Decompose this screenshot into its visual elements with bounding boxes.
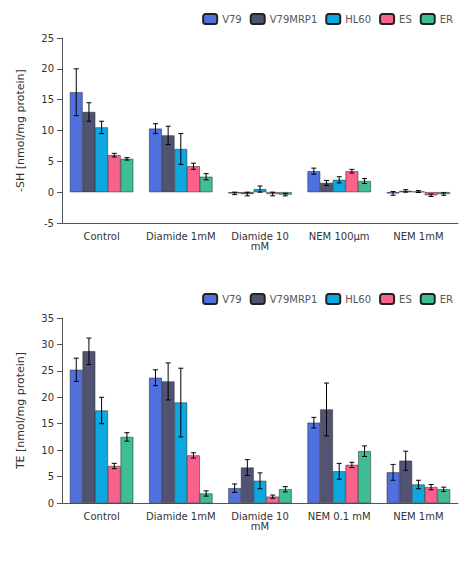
svg-text:10: 10	[41, 445, 54, 456]
svg-text:0: 0	[48, 498, 54, 509]
svg-text:NEM 1mM: NEM 1mM	[393, 511, 443, 522]
svg-text:5: 5	[48, 156, 54, 167]
svg-text:V79: V79	[222, 294, 242, 305]
svg-text:Control: Control	[84, 511, 120, 522]
svg-text:NEM 100μm: NEM 100μm	[309, 231, 370, 242]
svg-text:ES: ES	[399, 14, 412, 25]
svg-text:Diamide 1mM: Diamide 1mM	[146, 231, 216, 242]
svg-text:25: 25	[41, 365, 54, 376]
svg-text:Diamide 1mM: Diamide 1mM	[146, 511, 216, 522]
svg-text:35: 35	[41, 313, 54, 324]
svg-text:NEM 0.1 mM: NEM 0.1 mM	[308, 511, 371, 522]
svg-text:-5: -5	[44, 218, 54, 229]
svg-text:HL60: HL60	[345, 14, 371, 25]
svg-text:30: 30	[41, 339, 54, 350]
svg-text:NEM 1mM: NEM 1mM	[393, 231, 443, 242]
svg-text:V79: V79	[222, 14, 242, 25]
svg-text:ER: ER	[440, 294, 453, 305]
svg-text:Diamide 10: Diamide 10	[231, 230, 289, 242]
svg-text:V79MRP1: V79MRP1	[270, 14, 318, 25]
svg-text:10: 10	[41, 125, 54, 136]
svg-text:15: 15	[41, 94, 54, 105]
svg-text:ER: ER	[440, 14, 453, 25]
svg-text:20: 20	[41, 392, 54, 403]
svg-text:Control: Control	[84, 231, 120, 242]
svg-text:15: 15	[41, 418, 54, 429]
svg-text:ES: ES	[399, 294, 412, 305]
svg-text:20: 20	[41, 63, 54, 74]
svg-text:Diamide 10: Diamide 10	[231, 510, 289, 522]
svg-text:mM: mM	[251, 521, 269, 532]
svg-text:-SH [nmol/mg protein]: -SH [nmol/mg protein]	[14, 69, 27, 192]
svg-text:25: 25	[41, 33, 54, 44]
svg-text:TE [nmol/mg protein]: TE [nmol/mg protein]	[14, 352, 27, 470]
svg-text:0: 0	[48, 187, 54, 198]
svg-text:mM: mM	[251, 241, 269, 252]
svg-text:5: 5	[48, 471, 54, 482]
svg-text:HL60: HL60	[345, 294, 371, 305]
svg-text:V79MRP1: V79MRP1	[270, 294, 318, 305]
